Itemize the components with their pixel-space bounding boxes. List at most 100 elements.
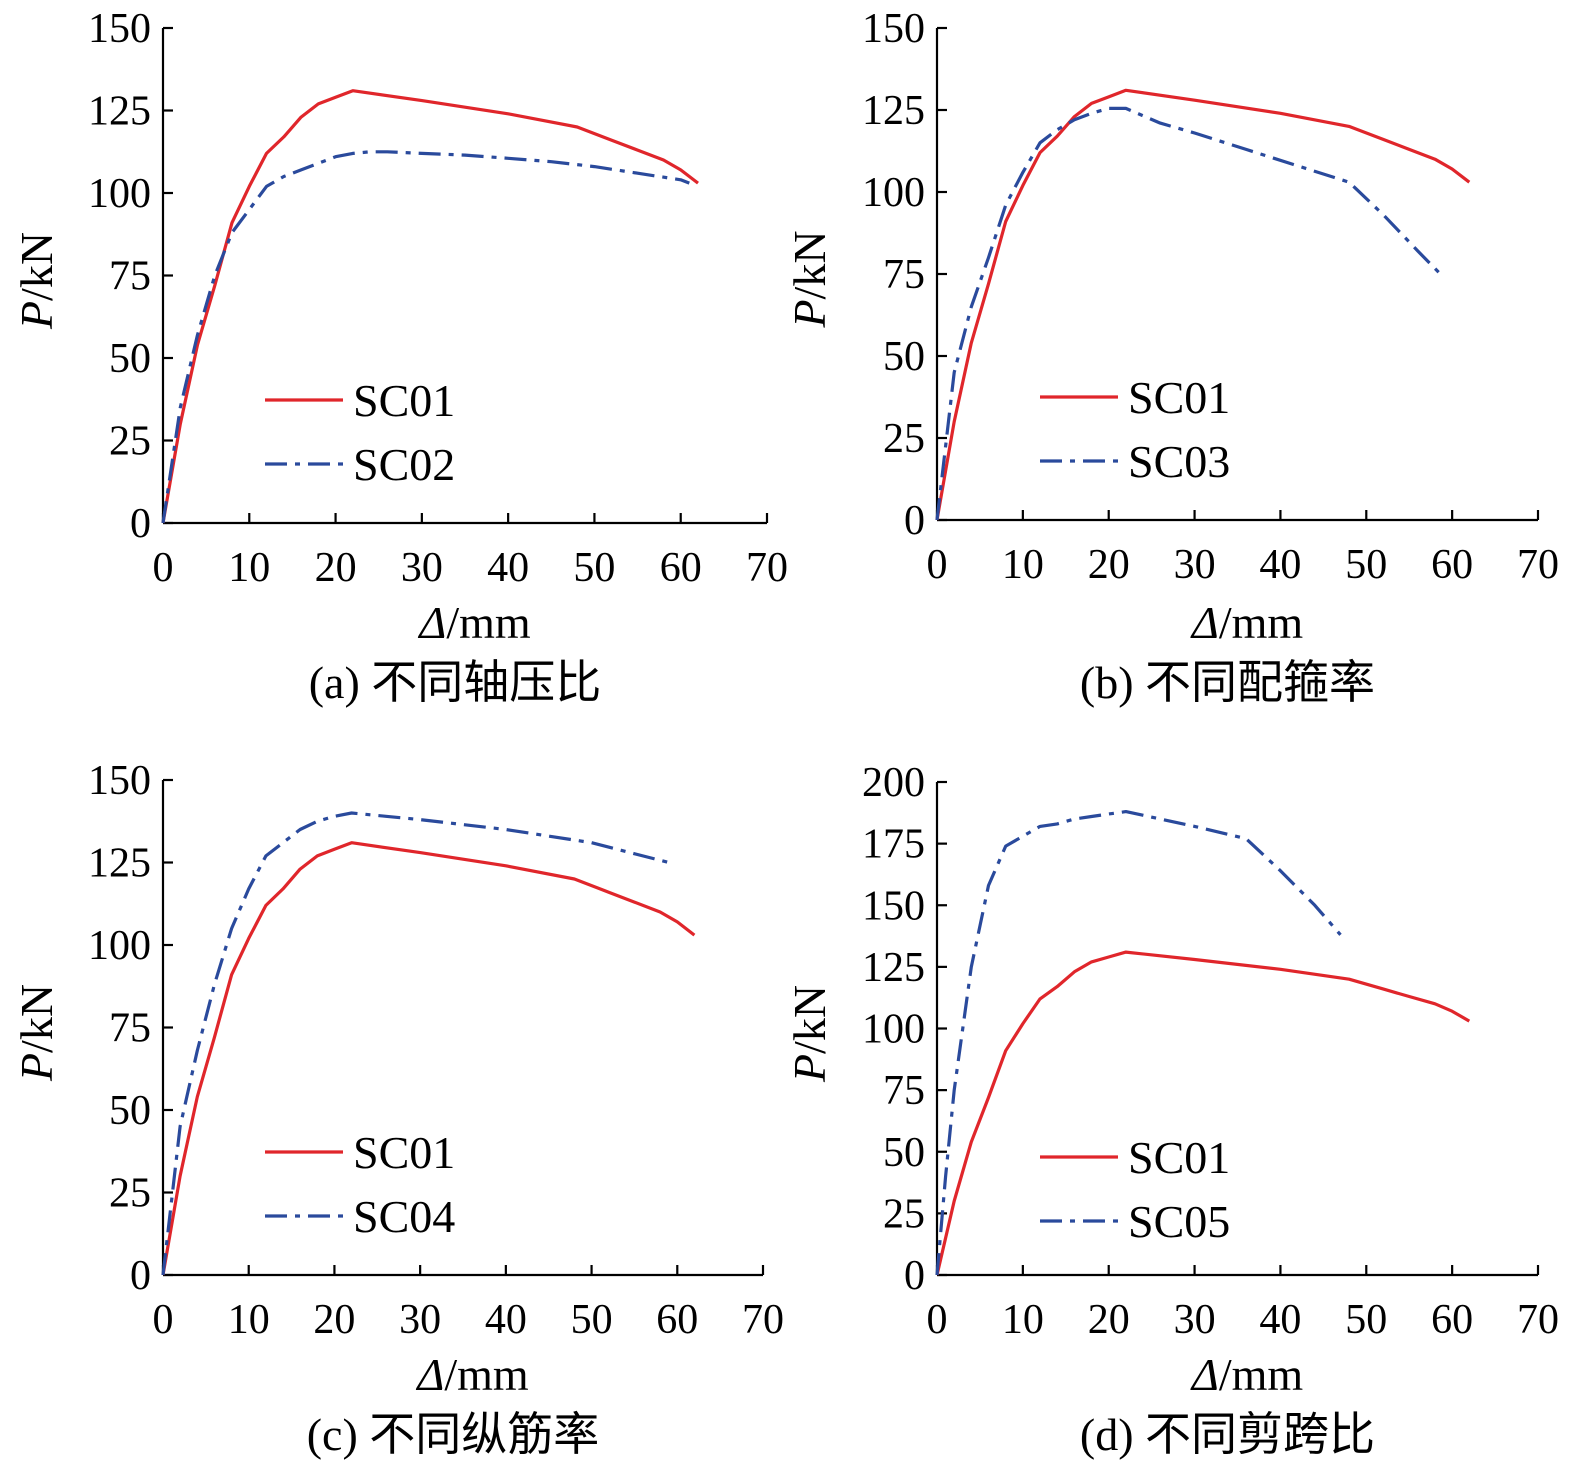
series-line-sc04 [161, 811, 670, 1276]
y-tick-label: 50 [109, 1088, 151, 1134]
x-tick-label: 0 [927, 542, 948, 588]
legend-label: SC01 [1128, 372, 1230, 423]
legend: SC01 SC05 [1040, 1132, 1230, 1247]
x-tick-label: 10 [1002, 1297, 1044, 1343]
axes [935, 780, 1540, 1277]
y-axis-label: P/kN [784, 985, 835, 1083]
y-tick-label: 0 [904, 498, 925, 544]
x-axis-label: Δ/mm [415, 1349, 529, 1400]
x-tick-label: 70 [742, 1297, 784, 1343]
y-tick-label: 0 [130, 501, 151, 547]
x-tick-label: 60 [660, 545, 702, 591]
series-line-sc01 [161, 841, 696, 1276]
series-line-sc02 [161, 150, 690, 524]
x-axis-label: Δ/mm [417, 597, 531, 648]
legend-label: SC01 [353, 375, 455, 426]
y-axis-label: P/kN [784, 230, 835, 328]
x-tick-label: 60 [656, 1297, 698, 1343]
axes [161, 778, 765, 1277]
y-tick-label: 150 [862, 883, 925, 929]
x-tick-label: 60 [1431, 1297, 1473, 1343]
x-tick-label: 40 [487, 545, 529, 591]
x-tick-label: 40 [1259, 542, 1301, 588]
x-tick-label: 50 [573, 545, 615, 591]
x-tick-label: 20 [313, 1297, 355, 1343]
axes [935, 26, 1540, 522]
y-tick-label: 50 [883, 1130, 925, 1176]
y-tick-label: 200 [862, 760, 925, 806]
y-tick-label: 25 [109, 419, 151, 465]
series-line-sc01 [935, 88, 1471, 521]
x-axis-label: Δ/mm [1190, 1349, 1304, 1400]
x-tick-label: 0 [153, 1297, 174, 1343]
legend: SC01 SC04 [265, 1127, 455, 1242]
x-tick-label: 50 [1345, 542, 1387, 588]
x-tick-label: 10 [228, 1297, 270, 1343]
x-tick-label: 50 [1345, 1297, 1387, 1343]
x-tick-label: 70 [1517, 1297, 1559, 1343]
legend-label: SC02 [353, 439, 455, 490]
x-tick-label: 60 [1431, 542, 1473, 588]
panel-caption: (c) 不同纵筋率 [307, 1409, 600, 1460]
x-tick-label: 20 [315, 545, 357, 591]
series-line-sc05 [935, 809, 1342, 1276]
y-tick-label: 0 [130, 1253, 151, 1299]
legend-label: SC01 [353, 1127, 455, 1178]
x-tick-label: 20 [1088, 1297, 1130, 1343]
x-tick-label: 20 [1088, 542, 1130, 588]
x-tick-label: 70 [746, 545, 788, 591]
y-tick-label: 150 [862, 6, 925, 52]
y-tick-label: 75 [109, 1006, 151, 1052]
series-line-sc03 [935, 106, 1445, 521]
y-axis-label: P/kN [11, 232, 62, 330]
x-tick-label: 30 [1174, 1297, 1216, 1343]
panel-caption: (d) 不同剪跨比 [1080, 1409, 1375, 1460]
y-tick-label: 25 [883, 1191, 925, 1237]
y-tick-label: 125 [862, 945, 925, 991]
x-tick-label: 10 [228, 545, 270, 591]
x-tick-label: 70 [1517, 542, 1559, 588]
y-tick-label: 75 [883, 252, 925, 298]
series-line-sc01 [161, 89, 699, 524]
y-tick-label: 125 [862, 88, 925, 134]
legend-label: SC04 [353, 1191, 455, 1242]
chart-panel-c: 0 10 20 30 40 50 60 70 0 25 50 75 100 125 150 Δ/mm P/kN S… [11, 758, 784, 1460]
x-tick-label: 0 [153, 545, 174, 591]
y-tick-label: 50 [883, 334, 925, 380]
y-axis-label: P/kN [11, 984, 62, 1082]
legend-label: SC05 [1128, 1196, 1230, 1247]
y-tick-label: 25 [883, 416, 925, 462]
legend: SC01 SC02 [265, 375, 455, 490]
y-tick-label: 150 [88, 758, 151, 804]
x-tick-label: 40 [485, 1297, 527, 1343]
chart-panel-d: 0 10 20 30 40 50 60 70 0 25 50 75 100 125 150 175 200 Δ/m… [784, 760, 1559, 1460]
legend: SC01 SC03 [1040, 372, 1230, 487]
series-line-sc01 [935, 950, 1471, 1276]
axes [161, 26, 769, 525]
y-tick-label: 25 [109, 1171, 151, 1217]
y-tick-label: 100 [88, 923, 151, 969]
y-tick-label: 125 [88, 841, 151, 887]
y-tick-label: 125 [88, 89, 151, 135]
y-tick-label: 175 [862, 822, 925, 868]
y-tick-label: 100 [862, 1007, 925, 1053]
legend-label: SC03 [1128, 436, 1230, 487]
y-tick-label: 75 [109, 254, 151, 300]
chart-panel-a: 0 10 20 30 40 50 60 70 0 25 50 75 100 125 150 Δ/mm P/kN S… [11, 6, 788, 708]
y-tick-label: 150 [88, 6, 151, 52]
chart-panel-b: 0 10 20 30 40 50 60 70 0 25 50 75 100 125 150 Δ/mm P/kN S… [784, 6, 1559, 708]
y-tick-label: 100 [88, 171, 151, 217]
x-tick-label: 30 [1174, 542, 1216, 588]
panel-caption: (a) 不同轴压比 [309, 657, 602, 708]
legend-label: SC01 [1128, 1132, 1230, 1183]
x-tick-label: 50 [571, 1297, 613, 1343]
y-tick-label: 75 [883, 1068, 925, 1114]
x-tick-label: 40 [1259, 1297, 1301, 1343]
x-axis-label: Δ/mm [1190, 597, 1304, 648]
y-tick-label: 0 [904, 1253, 925, 1299]
y-tick-label: 50 [109, 336, 151, 382]
x-tick-label: 30 [401, 545, 443, 591]
x-tick-label: 0 [927, 1297, 948, 1343]
panel-caption: (b) 不同配箍率 [1080, 657, 1375, 708]
